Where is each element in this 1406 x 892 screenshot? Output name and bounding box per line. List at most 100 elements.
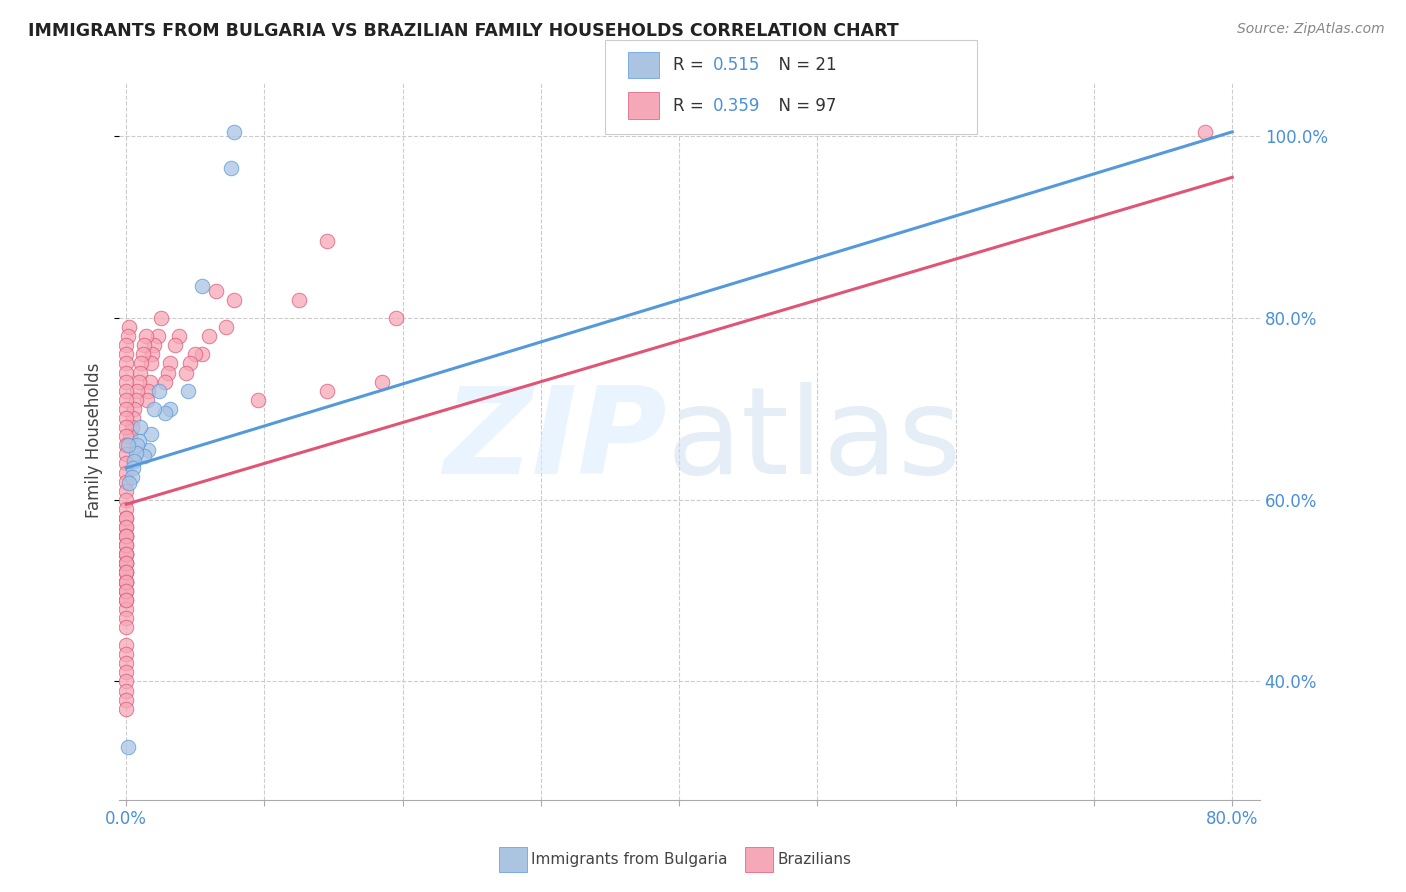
Point <box>115 674 138 689</box>
Point <box>156 366 179 380</box>
Point <box>115 574 138 589</box>
Point <box>115 566 138 580</box>
Point <box>115 457 138 471</box>
Point <box>115 583 138 598</box>
Point <box>115 547 138 561</box>
Point <box>115 466 138 480</box>
Point <box>134 338 156 352</box>
Point <box>117 739 139 754</box>
Point <box>124 401 146 416</box>
Point <box>115 657 138 671</box>
Point <box>115 338 138 352</box>
Point <box>115 411 138 425</box>
Text: R =: R = <box>673 97 710 115</box>
Point <box>115 665 138 680</box>
Point <box>371 375 394 389</box>
Point <box>115 492 138 507</box>
Point <box>129 366 152 380</box>
Point <box>115 620 138 634</box>
Point <box>122 461 145 475</box>
Point <box>246 392 269 407</box>
Point <box>118 320 141 334</box>
Point <box>139 357 162 371</box>
Point <box>115 647 138 661</box>
Point <box>115 538 138 552</box>
Point <box>115 547 138 561</box>
Point <box>153 375 176 389</box>
Point <box>174 366 197 380</box>
Text: N = 97: N = 97 <box>768 97 837 115</box>
Point <box>179 357 201 371</box>
Point <box>184 347 207 361</box>
Point <box>115 447 138 461</box>
Point <box>115 483 138 498</box>
Point <box>115 357 138 371</box>
Point <box>191 279 214 293</box>
Point <box>127 384 149 398</box>
Text: 0.515: 0.515 <box>713 56 761 74</box>
Point <box>115 475 138 489</box>
Point <box>135 392 157 407</box>
Point <box>136 384 159 398</box>
Point <box>124 453 146 467</box>
Point <box>118 476 141 491</box>
Point <box>159 357 181 371</box>
Point <box>115 347 138 361</box>
Point <box>117 329 139 343</box>
Point <box>142 338 165 352</box>
Point <box>215 320 238 334</box>
Point <box>115 611 138 625</box>
Point <box>163 338 186 352</box>
Point <box>115 538 138 552</box>
Point <box>139 427 162 442</box>
Point <box>125 392 148 407</box>
Point <box>1194 125 1216 139</box>
Point <box>159 401 181 416</box>
Point <box>115 529 138 543</box>
Point <box>153 407 176 421</box>
Text: IMMIGRANTS FROM BULGARIA VS BRAZILIAN FAMILY HOUSEHOLDS CORRELATION CHART: IMMIGRANTS FROM BULGARIA VS BRAZILIAN FA… <box>28 22 898 40</box>
Point <box>315 384 337 398</box>
Point <box>288 293 311 307</box>
Point <box>115 601 138 615</box>
Text: 0.359: 0.359 <box>713 97 761 115</box>
Point <box>136 442 159 457</box>
Point <box>120 429 142 443</box>
Point <box>115 574 138 589</box>
Point <box>131 357 153 371</box>
Text: atlas: atlas <box>666 382 962 500</box>
Point <box>115 420 138 434</box>
Point <box>222 125 245 139</box>
Point <box>115 547 138 561</box>
Point <box>115 557 138 571</box>
Point <box>115 401 138 416</box>
Text: Brazilians: Brazilians <box>778 853 852 867</box>
Point <box>115 583 138 598</box>
Point <box>134 449 156 463</box>
Point <box>115 529 138 543</box>
Point <box>115 375 138 389</box>
Point <box>142 401 165 416</box>
Point <box>115 692 138 706</box>
Point <box>115 566 138 580</box>
Point <box>115 511 138 525</box>
Point <box>222 293 245 307</box>
Text: N = 21: N = 21 <box>768 56 837 74</box>
Point <box>129 420 152 434</box>
Text: Immigrants from Bulgaria: Immigrants from Bulgaria <box>531 853 728 867</box>
Point <box>115 683 138 698</box>
Point <box>128 434 150 448</box>
Point <box>115 520 138 534</box>
Point <box>148 384 170 398</box>
Point <box>115 511 138 525</box>
Point <box>115 557 138 571</box>
Point <box>191 347 214 361</box>
Point <box>167 329 190 343</box>
Point <box>315 234 337 248</box>
Point <box>115 557 138 571</box>
Point <box>115 429 138 443</box>
Point <box>115 501 138 516</box>
Point <box>138 375 160 389</box>
Point <box>146 329 169 343</box>
Point <box>115 529 138 543</box>
